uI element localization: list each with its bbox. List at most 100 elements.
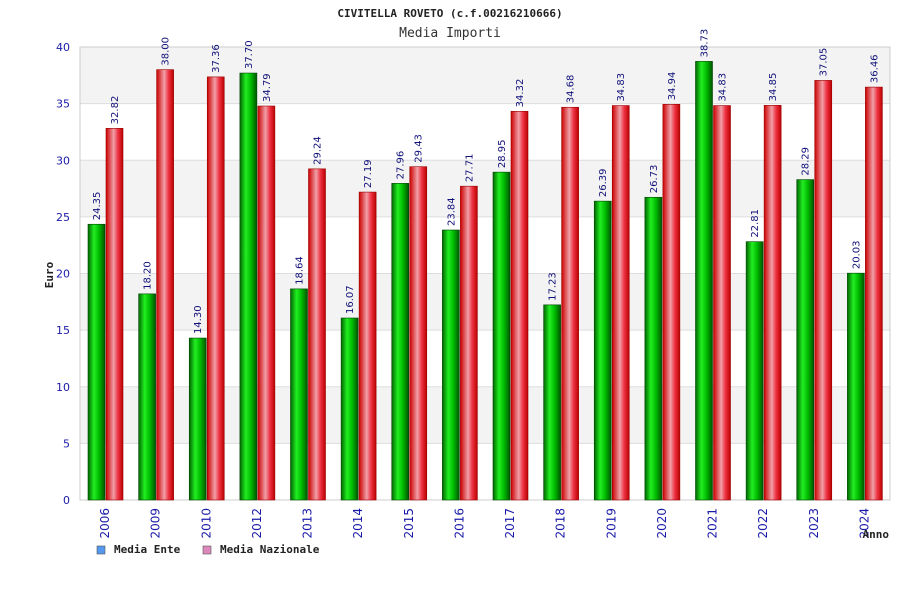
bar-media-nazionale (814, 80, 833, 501)
bar-media-nazionale (409, 166, 428, 501)
bar-media-ente (239, 72, 258, 501)
y-axis-ticks: 0 5 10 15 20 25 30 35 40 (56, 41, 70, 507)
x-tick-label: 2020 (655, 508, 669, 539)
bar-media-ente (492, 171, 511, 501)
data-label: 36.46 (869, 54, 880, 83)
legend-label: Media Ente (114, 543, 181, 556)
data-label: 37.36 (211, 44, 222, 73)
data-label: 37.70 (244, 40, 255, 69)
data-label: 34.83 (718, 73, 729, 102)
data-label: 23.84 (446, 197, 457, 226)
bar-media-nazionale (662, 104, 681, 501)
x-tick-label: 2010 (199, 508, 213, 539)
bar-media-nazionale (460, 185, 478, 501)
data-label: 16.07 (345, 285, 356, 314)
data-label: 27.96 (396, 151, 407, 180)
data-label: 29.43 (414, 134, 425, 163)
data-label: 27.71 (464, 154, 475, 183)
plot-border (79, 46, 891, 501)
legend: Media Ente Media Nazionale (96, 543, 320, 556)
bar-media-nazionale (763, 105, 782, 501)
x-tick-label: 2021 (706, 508, 720, 539)
x-tick-label: 2006 (98, 508, 112, 539)
bar-media-ente (138, 293, 156, 501)
x-tick-label: 2014 (351, 508, 365, 539)
bar-media-nazionale (105, 128, 124, 501)
x-tick-label: 2018 (554, 508, 568, 539)
data-label: 22.81 (750, 209, 761, 238)
data-label: 17.23 (548, 272, 559, 301)
bar-media-ente (745, 241, 764, 501)
x-tick-label: 2017 (503, 508, 517, 539)
x-tick-label: 2013 (301, 508, 315, 539)
y-tick-label: 5 (63, 437, 70, 450)
bar-media-nazionale (561, 106, 579, 501)
data-label: 37.05 (819, 48, 830, 77)
y-tick-label: 15 (56, 324, 70, 337)
y-tick-label: 35 (56, 98, 70, 111)
data-label: 34.94 (667, 72, 678, 101)
x-tick-label: 2015 (402, 508, 416, 539)
data-label: 34.68 (566, 75, 577, 104)
bar-media-nazionale (257, 105, 276, 501)
bar-media-ente (644, 196, 663, 501)
bar-media-nazionale (206, 76, 225, 501)
bars (87, 61, 883, 501)
bar-media-nazionale (510, 111, 529, 501)
data-label: 38.00 (161, 37, 172, 66)
bar-media-ente (695, 61, 713, 501)
bar-media-nazionale (611, 105, 630, 501)
data-label: 26.39 (598, 168, 609, 197)
x-tick-label: 2016 (452, 508, 466, 539)
data-label: 28.95 (497, 140, 508, 169)
bar-media-ente (847, 272, 865, 501)
bar-media-nazionale (713, 105, 731, 501)
bar-media-ente (340, 317, 359, 501)
data-label: 34.85 (768, 73, 779, 102)
y-tick-label: 0 (63, 494, 70, 507)
bar-media-nazionale (308, 168, 326, 501)
legend-label: Media Nazionale (220, 543, 320, 556)
y-tick-label: 25 (56, 211, 70, 224)
data-label: 34.32 (515, 79, 526, 108)
bar-media-nazionale (358, 191, 377, 501)
bar-media-ente (87, 223, 106, 501)
x-tick-label: 2024 (857, 508, 871, 539)
data-label: 34.79 (262, 73, 273, 102)
y-axis-label: Euro (43, 261, 56, 288)
bar-media-ente (593, 200, 612, 501)
y-tick-label: 30 (56, 154, 70, 167)
data-label: 18.64 (295, 256, 306, 285)
data-label: 14.30 (193, 305, 204, 334)
bar-media-ente (391, 183, 410, 501)
data-labels: 24.35 32.82 18.20 38.00 14.30 37.36 37.70 34.79… (92, 29, 880, 334)
y-tick-label: 20 (56, 268, 70, 281)
x-tick-label: 2023 (807, 508, 821, 539)
data-label: 29.24 (313, 136, 324, 165)
x-tick-label: 2022 (756, 508, 770, 539)
data-label: 28.29 (801, 147, 812, 176)
data-label: 26.73 (649, 165, 660, 194)
y-tick-label: 10 (56, 381, 70, 394)
y-tick-label: 40 (56, 41, 70, 54)
x-tick-label: 2019 (604, 508, 618, 539)
bar-media-ente (290, 288, 308, 501)
chart-title: CIVITELLA ROVETO (c.f.00216210666) (337, 7, 562, 20)
x-axis-label: Anno (863, 528, 890, 541)
bar-media-nazionale (156, 69, 174, 501)
x-tick-label: 2009 (149, 508, 163, 539)
bar-media-ente (543, 304, 561, 501)
x-tick-label: 2012 (250, 508, 264, 539)
data-label: 20.03 (851, 241, 862, 270)
data-label: 32.82 (110, 96, 121, 125)
bar-media-ente (188, 337, 207, 501)
bar-media-ente (442, 229, 460, 501)
data-label: 27.19 (363, 159, 374, 188)
chart-subtitle: Media Importi (399, 26, 501, 41)
bar-media-nazionale (865, 86, 883, 501)
legend-swatch (96, 545, 106, 555)
data-label: 18.20 (143, 261, 154, 290)
x-axis-ticks: 2006 2009 2010 2012 2013 2014 2015 2016 2017 2018… (98, 508, 871, 539)
legend-swatch (202, 545, 212, 555)
